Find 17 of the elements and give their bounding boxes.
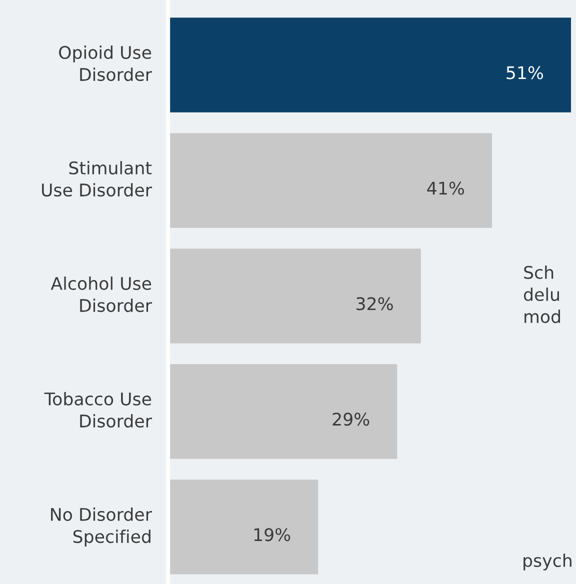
annotation: Sch delu mod xyxy=(524,266,560,324)
y-tick-label: Alcohol Use Disorder xyxy=(50,276,152,312)
annotation: psych xyxy=(524,554,572,570)
y-tick-label: Stimulant Use Disorder xyxy=(42,161,152,197)
data-label: 51% xyxy=(506,66,543,80)
data-label: 32% xyxy=(356,297,393,310)
y-tick-label: Tobacco Use Disorder xyxy=(44,392,152,428)
bar xyxy=(168,248,421,344)
bar xyxy=(168,18,571,112)
data-label: 29% xyxy=(332,412,370,426)
bar xyxy=(168,480,318,574)
data-label: 19% xyxy=(254,528,290,542)
y-tick-label: No Disorder Specified xyxy=(51,508,152,546)
y-tick-label: Opioid Use Disorder xyxy=(59,46,152,82)
bar xyxy=(168,133,492,228)
bar xyxy=(168,364,398,459)
data-label: 41% xyxy=(427,182,464,195)
